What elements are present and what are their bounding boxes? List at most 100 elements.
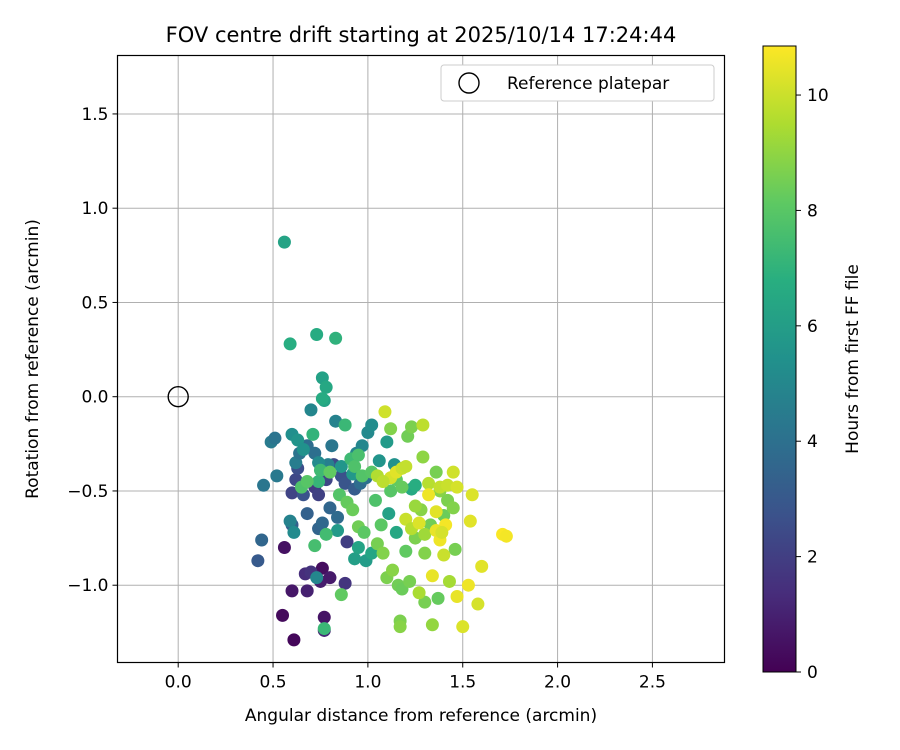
data-point <box>331 524 345 538</box>
data-point <box>300 475 314 489</box>
data-point <box>300 584 314 598</box>
data-point <box>312 475 326 489</box>
data-point <box>461 578 475 592</box>
legend-marker-icon <box>458 72 480 94</box>
data-point <box>317 610 331 624</box>
data-point <box>446 465 460 479</box>
legend: Reference platepar <box>440 64 715 102</box>
data-point <box>393 620 407 634</box>
data-point <box>378 405 392 419</box>
data-point <box>319 527 333 541</box>
data-point <box>499 529 513 543</box>
data-point <box>429 465 443 479</box>
data-point <box>370 537 384 551</box>
data-point <box>408 499 422 513</box>
data-point <box>450 590 464 604</box>
data-point <box>285 486 299 500</box>
data-point <box>416 450 430 464</box>
colorbar-ticks: 0 2 4 6 8 10 <box>796 86 829 683</box>
y-axis-ticks: −1.0 −0.5 0.0 0.5 1.0 1.5 <box>67 105 118 596</box>
data-point <box>323 465 337 479</box>
colorbar-tick-label: 8 <box>807 201 818 221</box>
data-point <box>463 514 477 528</box>
reference-marker <box>167 386 189 408</box>
data-point <box>365 418 379 432</box>
data-point <box>403 574 417 588</box>
data-point <box>277 541 291 555</box>
data-point <box>285 584 299 598</box>
data-point <box>425 569 439 583</box>
data-point <box>399 512 413 526</box>
data-point <box>270 469 284 483</box>
data-point <box>308 539 322 553</box>
reference-platepar-marker <box>167 386 189 408</box>
data-point <box>276 608 290 622</box>
data-point <box>412 586 426 600</box>
x-axis-label: Angular distance from reference (arcmin) <box>245 706 597 726</box>
data-point <box>399 544 413 558</box>
data-point <box>323 571 337 585</box>
data-point <box>448 542 462 556</box>
data-point <box>450 480 464 494</box>
data-point <box>418 527 432 541</box>
x-tick-label: 1.5 <box>449 673 476 693</box>
data-point <box>471 597 485 611</box>
data-point <box>368 493 382 507</box>
data-point <box>372 454 386 468</box>
data-point <box>296 442 310 456</box>
y-tick-label: −1.0 <box>67 576 108 596</box>
data-point <box>315 392 329 406</box>
data-point <box>422 476 436 490</box>
data-point <box>348 459 362 473</box>
data-point <box>405 420 419 434</box>
data-point <box>456 620 470 634</box>
data-point <box>437 548 451 562</box>
data-point <box>429 505 443 519</box>
data-point <box>277 235 291 249</box>
legend-entry-reference-platepar: Reference platepar <box>507 74 669 94</box>
colorbar-tick-label: 10 <box>807 86 829 106</box>
y-tick-label: −0.5 <box>67 482 108 502</box>
data-point <box>376 475 390 489</box>
data-point <box>408 478 422 492</box>
data-point <box>384 484 398 498</box>
data-point <box>325 439 339 453</box>
data-point <box>380 435 394 449</box>
data-point <box>317 622 331 636</box>
data-point <box>338 576 352 590</box>
data-point <box>374 518 388 532</box>
colorbar-tick-label: 2 <box>807 548 818 568</box>
data-point <box>306 427 320 441</box>
data-point <box>365 546 379 560</box>
data-point <box>338 476 352 490</box>
data-point <box>257 478 271 492</box>
data-point <box>395 480 409 494</box>
x-tick-label: 2.0 <box>544 673 571 693</box>
colorbar-tick-label: 6 <box>807 317 818 337</box>
y-tick-label: 1.5 <box>81 105 108 125</box>
data-point <box>300 507 314 521</box>
data-point <box>425 618 439 632</box>
data-points <box>251 235 513 647</box>
data-point <box>310 327 324 341</box>
x-tick-label: 1.0 <box>354 673 381 693</box>
x-axis-ticks: 0.0 0.5 1.0 1.5 2.0 2.5 <box>165 662 666 693</box>
data-point <box>268 431 282 445</box>
data-point <box>329 331 343 345</box>
data-point <box>422 488 436 502</box>
y-tick-label: 0.5 <box>81 293 108 313</box>
plot-frame <box>116 54 726 664</box>
data-point <box>351 541 365 555</box>
chart-title: FOV centre drift starting at 2025/10/14 … <box>166 23 677 47</box>
data-point <box>389 525 403 539</box>
data-point <box>386 563 400 577</box>
data-point <box>291 433 305 447</box>
data-point <box>310 571 324 585</box>
data-point <box>283 514 297 528</box>
data-point <box>255 533 269 547</box>
x-tick-label: 0.0 <box>165 673 192 693</box>
data-point <box>442 574 456 588</box>
colorbar-gradient <box>762 45 797 673</box>
data-point <box>315 516 329 530</box>
